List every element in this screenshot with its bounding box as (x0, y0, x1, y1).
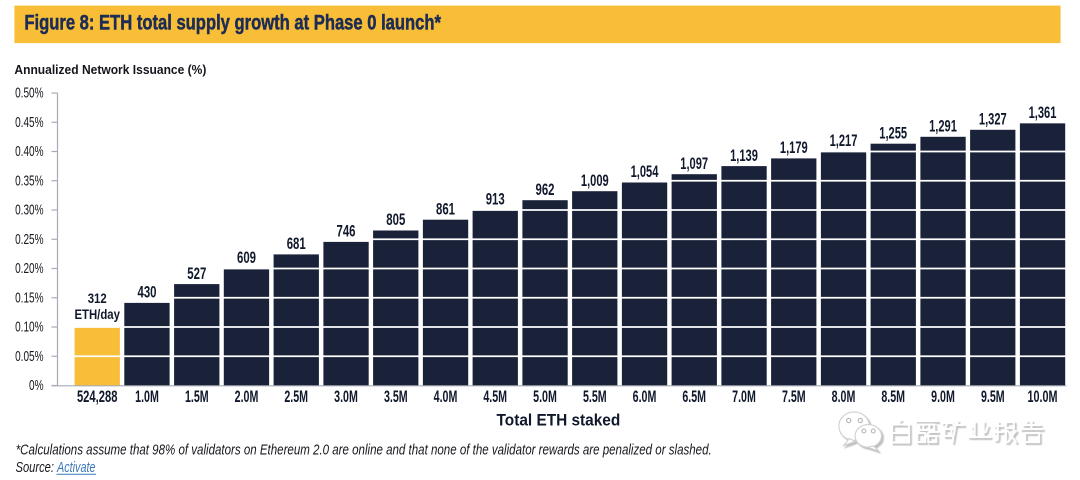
svg-text:2.5M: 2.5M (284, 388, 308, 406)
svg-text:1,255: 1,255 (879, 124, 907, 142)
svg-text:1,217: 1,217 (830, 132, 858, 150)
svg-text:524,288: 524,288 (77, 388, 118, 406)
svg-text:8.0M: 8.0M (832, 388, 856, 406)
svg-text:609: 609 (237, 249, 256, 267)
svg-text:*Calculations assume that 98%: *Calculations assume that 98% of validat… (16, 442, 712, 459)
svg-text:962: 962 (536, 181, 555, 199)
svg-text:1,291: 1,291 (929, 118, 957, 136)
svg-text:1.5M: 1.5M (185, 388, 209, 406)
svg-text:805: 805 (386, 211, 405, 229)
svg-text:0.45%: 0.45% (15, 115, 43, 131)
svg-text:0.50%: 0.50% (15, 86, 43, 102)
svg-text:527: 527 (187, 265, 206, 283)
svg-text:0.10%: 0.10% (15, 320, 43, 336)
svg-text:0%: 0% (29, 378, 44, 394)
svg-text:1,009: 1,009 (581, 172, 609, 190)
svg-text:9.5M: 9.5M (981, 388, 1005, 406)
svg-text:0.05%: 0.05% (15, 349, 43, 365)
svg-text:861: 861 (436, 200, 455, 218)
svg-text:10.0M: 10.0M (1028, 388, 1058, 406)
svg-text:746: 746 (337, 223, 356, 241)
svg-text:1,054: 1,054 (631, 163, 659, 181)
svg-text:1,361: 1,361 (1029, 104, 1057, 122)
svg-text:8.5M: 8.5M (881, 388, 905, 406)
svg-text:0.15%: 0.15% (15, 290, 43, 306)
svg-text:ETH/day: ETH/day (74, 306, 120, 322)
svg-text:1.0M: 1.0M (135, 388, 159, 406)
svg-text:0.35%: 0.35% (15, 173, 43, 189)
svg-text:7.5M: 7.5M (782, 388, 806, 406)
svg-text:1,139: 1,139 (730, 147, 758, 165)
svg-text:6.5M: 6.5M (682, 388, 706, 406)
svg-text:0.40%: 0.40% (15, 144, 43, 160)
svg-text:681: 681 (287, 235, 306, 253)
svg-text:Source:: Source: (16, 459, 55, 476)
svg-text:1,327: 1,327 (979, 111, 1007, 129)
svg-text:6.0M: 6.0M (633, 388, 657, 406)
svg-text:2.0M: 2.0M (235, 388, 259, 406)
svg-text:9.0M: 9.0M (931, 388, 955, 406)
svg-text:3.5M: 3.5M (384, 388, 408, 406)
svg-text:5.0M: 5.0M (533, 388, 557, 406)
svg-text:7.0M: 7.0M (732, 388, 756, 406)
svg-text:Annualized Network Issuance (%: Annualized Network Issuance (%) (14, 62, 206, 77)
svg-text:0.20%: 0.20% (15, 261, 43, 277)
svg-text:4.5M: 4.5M (483, 388, 507, 406)
svg-text:Activate: Activate (56, 459, 95, 476)
svg-text:430: 430 (138, 284, 157, 302)
svg-text:913: 913 (486, 190, 505, 208)
svg-text:Figure 8: ETH total supply gro: Figure 8: ETH total supply growth at Pha… (24, 12, 441, 35)
svg-text:5.5M: 5.5M (583, 388, 607, 406)
svg-text:312: 312 (88, 290, 107, 306)
svg-text:4.0M: 4.0M (434, 388, 458, 406)
svg-text:Total ETH staked: Total ETH staked (497, 410, 621, 429)
svg-text:0.30%: 0.30% (15, 203, 43, 219)
svg-text:1,179: 1,179 (780, 139, 808, 157)
svg-text:0.25%: 0.25% (15, 232, 43, 248)
svg-text:3.0M: 3.0M (334, 388, 358, 406)
svg-text:1,097: 1,097 (680, 155, 708, 173)
